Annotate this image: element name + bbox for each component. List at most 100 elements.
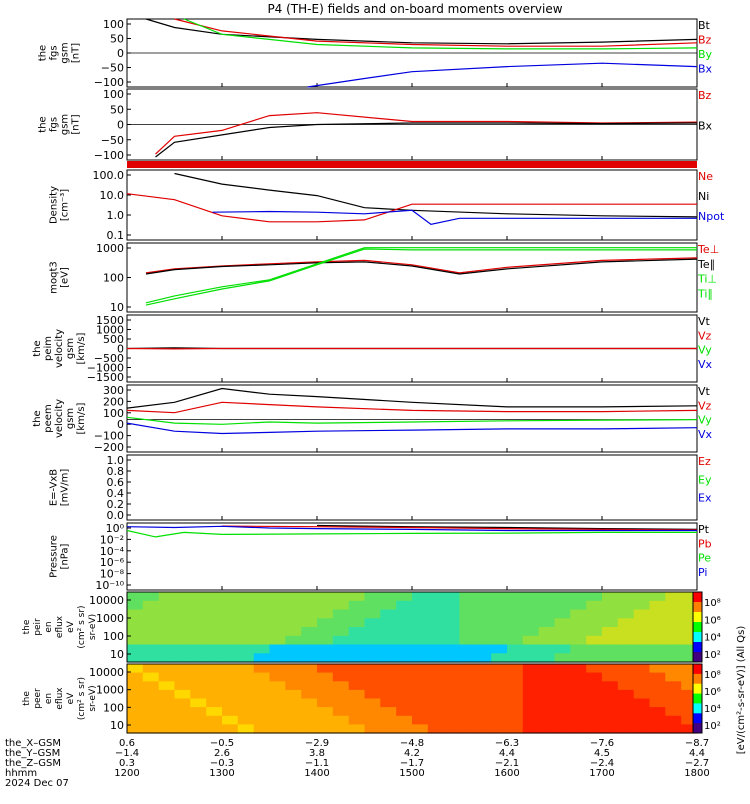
spectrogram-1-cell bbox=[523, 627, 539, 636]
spectrogram-1-cell bbox=[665, 653, 681, 662]
spectrogram-2-cell bbox=[460, 707, 476, 716]
spectrogram-2-cell bbox=[618, 724, 634, 733]
panel-8-legend-Pt: Pt bbox=[698, 523, 710, 536]
spectrogram-2-cell bbox=[317, 690, 333, 699]
spectrogram-1-cell bbox=[270, 618, 286, 627]
spectrogram-1-cell bbox=[491, 601, 507, 610]
spectrogram-1-cell bbox=[650, 653, 666, 662]
spectrogram-2-cell bbox=[365, 681, 381, 690]
spectrogram-2-cell bbox=[428, 690, 444, 699]
spectrogram-1-cell bbox=[475, 601, 491, 610]
spectrogram-1-cell bbox=[349, 627, 365, 636]
spectrogram-2-cell bbox=[650, 699, 666, 708]
spectrogram-1-cell bbox=[333, 627, 349, 636]
spectrogram-2-cell bbox=[570, 707, 586, 716]
spectrogram-2-cell bbox=[460, 716, 476, 725]
panel-1-ytick-label: −50 bbox=[101, 62, 124, 75]
spectrogram-2-cell bbox=[127, 681, 143, 690]
spectrogram-2-cell bbox=[301, 681, 317, 690]
spectrogram-1-cell bbox=[475, 653, 491, 662]
spectrogram-1-cell bbox=[206, 636, 222, 645]
spectrogram-2-cell bbox=[665, 664, 681, 673]
panel-4-ytick-label: 10 bbox=[110, 301, 124, 314]
spectrogram-1-cell bbox=[159, 601, 175, 610]
spectrogram-2-cell bbox=[380, 716, 396, 725]
spectrogram-2-cell bbox=[491, 716, 507, 725]
spectrogram-1-ytick-label: 100 bbox=[103, 630, 124, 643]
spectrogram-2-cell bbox=[650, 690, 666, 699]
spectrogram-1-cell bbox=[586, 592, 602, 601]
spectrogram-2-cell bbox=[143, 681, 159, 690]
spectrogram-2-cell bbox=[444, 690, 460, 699]
panel-1-ylabel-line: [nT] bbox=[71, 43, 82, 63]
spectrogram-2-cell bbox=[349, 724, 365, 733]
spectrogram-1-cell bbox=[333, 618, 349, 627]
spectrogram-2-cell bbox=[349, 699, 365, 708]
spectrogram-1-cell bbox=[317, 601, 333, 610]
spectrogram-1-cell bbox=[380, 645, 396, 654]
panel-1-ytick-label: 50 bbox=[110, 33, 124, 46]
spectrogram-2-cell bbox=[491, 724, 507, 733]
spectrogram-2-cell bbox=[665, 673, 681, 682]
spectrogram-2-cell bbox=[650, 724, 666, 733]
spectrogram-2-cell bbox=[665, 690, 681, 699]
spectrogram-2-cell bbox=[333, 707, 349, 716]
spectrogram-1-cell bbox=[618, 636, 634, 645]
spectrogram-1-cell bbox=[190, 627, 206, 636]
spectrogram-2-cell bbox=[365, 724, 381, 733]
spectrogram-1-cell bbox=[475, 645, 491, 654]
spectrogram-2-cell bbox=[555, 673, 571, 682]
spectrogram-2-cell bbox=[650, 681, 666, 690]
spectrogram-2-cell bbox=[412, 681, 428, 690]
spectrogram-2-cell bbox=[175, 681, 191, 690]
spectrogram-2-cell bbox=[665, 699, 681, 708]
spectrogram-1-cell bbox=[586, 627, 602, 636]
spectrogram-1-ytick-label: 10 bbox=[110, 648, 124, 661]
spectrogram-2-cell bbox=[570, 664, 586, 673]
spectrogram-2-cell bbox=[555, 716, 571, 725]
spectrogram-1-cell bbox=[285, 618, 301, 627]
spectrogram-1-cell bbox=[127, 627, 143, 636]
spectrogram-1-cell bbox=[412, 610, 428, 619]
spectrogram-1-cell bbox=[460, 618, 476, 627]
spectrogram-1-cell bbox=[539, 645, 555, 654]
spectrogram-2-cell bbox=[159, 673, 175, 682]
spectrogram-1-cell bbox=[507, 636, 523, 645]
spectrogram-1-cell bbox=[570, 601, 586, 610]
spectrogram-1-cell bbox=[143, 653, 159, 662]
spectrogram-1-cell bbox=[380, 653, 396, 662]
panel-5-legend-Vx: Vx bbox=[698, 358, 713, 371]
spectrogram-1-cell bbox=[539, 627, 555, 636]
spectrogram-1-cell bbox=[396, 636, 412, 645]
spectrogram-2-cell bbox=[349, 681, 365, 690]
spectrogram-2-cell bbox=[222, 699, 238, 708]
spectrogram-2-cell bbox=[412, 673, 428, 682]
spectrogram-1-cell bbox=[444, 601, 460, 610]
panel-6-ylabel-line: the bbox=[32, 410, 43, 426]
colorbar-2-tick-label: 10² bbox=[704, 721, 721, 732]
panel-6-legend-Vz: Vz bbox=[698, 399, 712, 412]
spectrogram-1-cell bbox=[618, 601, 634, 610]
spectrogram-2-cell bbox=[317, 707, 333, 716]
panel-2-legend-Bx: Bx bbox=[698, 120, 713, 133]
spectrogram-1-cell bbox=[301, 627, 317, 636]
spectrogram-2-cell bbox=[206, 681, 222, 690]
spectrogram-1-cell bbox=[444, 653, 460, 662]
panel-8-legend-Pi: Pi bbox=[698, 566, 707, 579]
panel-7-legend-Ey: Ey bbox=[698, 473, 712, 486]
spectrogram-1-cell bbox=[317, 618, 333, 627]
panel-7-ylabel-line: E=-VxB bbox=[49, 469, 60, 506]
spectrogram-1-cell bbox=[570, 653, 586, 662]
spectrogram-1-cell bbox=[634, 653, 650, 662]
spectrogram-2-cell bbox=[380, 664, 396, 673]
spectrogram-2-cell bbox=[206, 724, 222, 733]
spectrogram-1-cell bbox=[254, 653, 270, 662]
spectrogram-2-cell bbox=[143, 724, 159, 733]
spectrogram-2-cell bbox=[444, 673, 460, 682]
spectrogram-2-cell bbox=[127, 724, 143, 733]
spectrogram-2-cell bbox=[618, 673, 634, 682]
spectrogram-1-ylabel-line: eflux bbox=[55, 615, 65, 638]
panel-2-ylabel-line: fgs bbox=[49, 117, 60, 132]
spectrogram-1-cell bbox=[396, 627, 412, 636]
spectrogram-1-cell bbox=[285, 610, 301, 619]
